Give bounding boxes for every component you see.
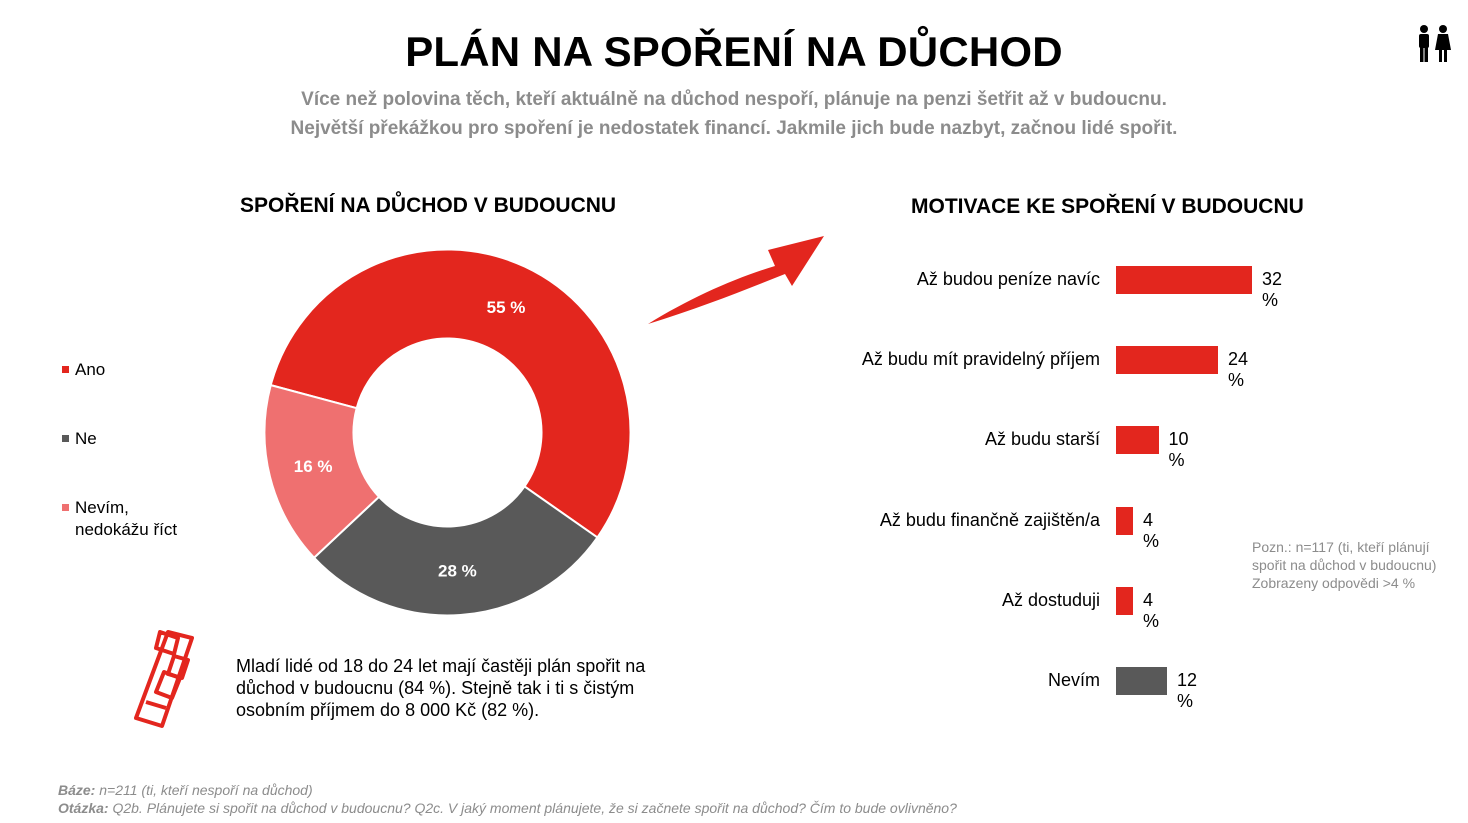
- bar-value-label: 10 %: [1168, 429, 1189, 471]
- legend-label: nedokážu říct: [75, 520, 178, 539]
- note-line: Pozn.: n=117 (ti, kteří plánují: [1252, 539, 1430, 555]
- bar-category-label: Až budu finančně zajištěn/a: [879, 509, 1100, 530]
- footer-base-text: n=211 (ti, kteří nespoří na důchod): [95, 782, 313, 798]
- donut-chart: 55 % 28 % 16 %: [263, 248, 632, 617]
- donut-chart-title: SPOŘENÍ NA DŮCHOD V BUDOUCNU: [240, 194, 617, 217]
- legend-swatch: [62, 366, 69, 374]
- bar: [1116, 506, 1133, 535]
- footer-question: Otázka: Q2b. Plánujete si spořit na důch…: [58, 799, 957, 817]
- legend-item-ne: Ne: [62, 428, 97, 450]
- bar: [1116, 426, 1159, 455]
- donut-data-label: 55 %: [487, 298, 526, 317]
- footer-question-label: Otázka:: [58, 800, 109, 816]
- arrow-icon: [648, 236, 824, 324]
- legend-label: Ano: [75, 360, 106, 379]
- subtitle-line-1: Více než polovina těch, kteří aktuálně n…: [301, 89, 1167, 110]
- footer-question-text: Q2b. Plánujete si spořit na důchod v bud…: [108, 800, 957, 816]
- bar-value-label: 4 %: [1143, 509, 1160, 551]
- bar-value-label: 4 %: [1143, 589, 1160, 631]
- donut-slice: [269, 248, 632, 539]
- legend-label: Ne: [75, 429, 97, 448]
- bar: [1116, 266, 1252, 294]
- couple-icon: [1419, 25, 1451, 62]
- note-line: Zobrazeny odpovědi >4 %: [1252, 575, 1416, 591]
- callout-line: osobním příjmem do 8 000 Kč (82 %).: [236, 700, 540, 720]
- bar-category-label: Až budou peníze navíc: [916, 269, 1100, 289]
- bar-chart-title: MOTIVACE KE SPOŘENÍ V BUDOUCNU: [911, 195, 1304, 218]
- legend-item-nevim: Nevím, nedokážu říct: [62, 497, 177, 541]
- donut-data-label: 28 %: [438, 562, 477, 581]
- donut-data-label: 16 %: [294, 457, 333, 476]
- bar-value-label: 32 %: [1262, 269, 1283, 310]
- legend-swatch: [62, 435, 69, 443]
- sample-note: Pozn.: n=117 (ti, kteří plánují spořit n…: [1252, 538, 1436, 592]
- donut-slice: [312, 485, 599, 617]
- bar-category-label: Až budu starší: [984, 429, 1100, 450]
- legend-swatch: [62, 504, 69, 512]
- note-line: spořit na důchod v budoucnu): [1252, 557, 1437, 573]
- bar-category-label: Až budu mít pravidelný příjem: [861, 349, 1100, 370]
- callout-text: Mladí lidé od 18 do 24 let mají častěji …: [236, 655, 645, 721]
- footer-base-label: Báze:: [58, 782, 96, 798]
- callout-line: důchod v budoucnu (84 %). Stejně tak i t…: [236, 678, 635, 698]
- bar: [1116, 586, 1133, 615]
- bar-value-label: 12 %: [1177, 670, 1198, 711]
- bar: [1116, 667, 1167, 695]
- legend-item-ano: Ano: [62, 359, 105, 381]
- footer-base: Báze: n=211 (ti, kteří nespoří na důchod…: [58, 781, 313, 799]
- subtitle-line-2: Největší překážkou pro spoření je nedost…: [290, 118, 1178, 139]
- page-title: PLÁN NA SPOŘENÍ NA DŮCHOD: [405, 28, 1063, 75]
- phone-icon: [134, 630, 194, 728]
- bar-category-label: Až dostuduji: [1001, 589, 1100, 610]
- bar: [1116, 346, 1218, 375]
- bar-category-label: Nevím: [1047, 670, 1100, 690]
- bar-value-label: 24 %: [1228, 349, 1249, 391]
- donut-slice: [263, 383, 381, 560]
- legend-label: Nevím,: [75, 498, 129, 517]
- callout-line: Mladí lidé od 18 do 24 let mají častěji …: [236, 656, 646, 676]
